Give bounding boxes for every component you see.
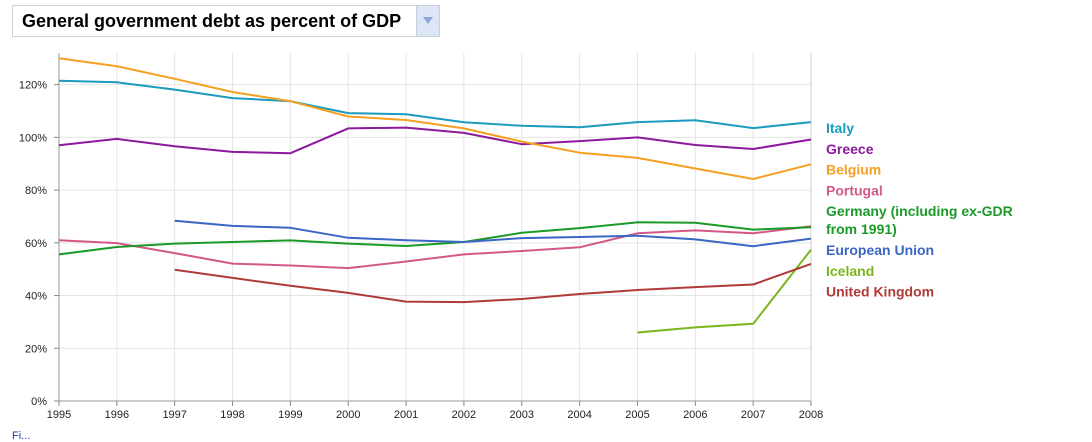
legend-item-belgium[interactable]: Belgium: [826, 162, 881, 178]
legend-item-iceland[interactable]: Iceland: [826, 263, 874, 279]
chart-series-lines: [58, 57, 812, 334]
series-line-european-union[interactable]: [174, 219, 812, 248]
series-line-united-kingdom[interactable]: [174, 262, 812, 304]
series-line-italy[interactable]: [58, 79, 812, 130]
legend-item-greece[interactable]: Greece: [826, 141, 874, 157]
y-tick-label: 0%: [31, 396, 47, 408]
y-tick-label: 100%: [19, 132, 47, 144]
legend-item-germany-including-ex-gdr-from-1991[interactable]: Germany (including ex-GDR from 1991): [826, 203, 1013, 237]
chart-axes: [58, 53, 812, 402]
chart-title: General government debt as percent of GD…: [22, 11, 402, 31]
x-tick-label: 1999: [278, 409, 302, 421]
series-line-greece[interactable]: [58, 126, 812, 155]
x-tick-label: 2002: [452, 409, 476, 421]
x-tick-label: 1998: [220, 409, 244, 421]
footer-link[interactable]: Fi...: [12, 430, 31, 442]
x-tick-label: 1997: [162, 409, 186, 421]
legend-item-portugal[interactable]: Portugal: [826, 182, 883, 198]
series-line-portugal[interactable]: [58, 225, 812, 270]
legend-item-european-union[interactable]: European Union: [826, 242, 934, 258]
x-tick-label: 2008: [799, 409, 823, 421]
x-axis-ticks: 1995 1996 1997 1998 1999 2000 2001 2002 2003 2004…: [47, 401, 823, 421]
x-tick-label: 2003: [510, 409, 534, 421]
y-tick-label: 20%: [25, 343, 47, 355]
y-tick-label: 40%: [25, 291, 47, 303]
x-tick-label: 2007: [741, 409, 765, 421]
x-tick-label: 1996: [105, 409, 129, 421]
y-tick-label: 120%: [19, 80, 47, 92]
x-tick-label: 2004: [567, 409, 591, 421]
chevron-down-icon: [423, 17, 433, 24]
indicator-selector[interactable]: General government debt as percent of GD…: [12, 5, 440, 37]
legend-item-united-kingdom[interactable]: United Kingdom: [826, 284, 934, 300]
series-line-iceland[interactable]: [637, 249, 812, 334]
y-axis-ticks: 0% 20% 40% 60% 80% 100% 120%: [19, 80, 59, 408]
chart-grid: [58, 53, 812, 402]
legend-item-italy[interactable]: Italy: [826, 120, 854, 136]
x-tick-label: 2000: [336, 409, 360, 421]
y-tick-label: 80%: [25, 185, 47, 197]
y-tick-label: 60%: [25, 238, 47, 250]
series-line-belgium[interactable]: [58, 57, 812, 180]
x-tick-label: 2001: [394, 409, 418, 421]
indicator-dropdown-button[interactable]: [416, 6, 439, 36]
x-tick-label: 2006: [683, 409, 707, 421]
x-tick-label: 2005: [625, 409, 649, 421]
chart-legend: Italy Greece Belgium Portugal Germany (inclu…: [826, 120, 1013, 300]
x-tick-label: 1995: [47, 409, 71, 421]
series-line-germany-including-ex-gdr-from-1991[interactable]: [58, 221, 812, 256]
